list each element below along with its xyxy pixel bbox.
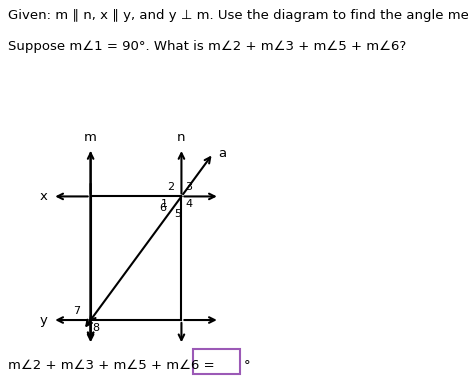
Text: m: m — [84, 131, 97, 144]
Text: Suppose m∠1 = 90°. What is m∠2 + m∠3 + m∠5 + m∠6?: Suppose m∠1 = 90°. What is m∠2 + m∠3 + m… — [8, 40, 406, 53]
Text: 4: 4 — [185, 199, 192, 209]
Text: n: n — [177, 131, 186, 144]
FancyBboxPatch shape — [193, 349, 241, 374]
Text: 3: 3 — [185, 182, 192, 192]
Text: °: ° — [243, 359, 250, 372]
Text: 7: 7 — [73, 306, 80, 316]
Text: a: a — [218, 147, 226, 159]
Text: 2: 2 — [167, 182, 175, 192]
Text: 6: 6 — [159, 203, 166, 213]
Text: x: x — [40, 190, 48, 203]
Text: m∠2 + m∠3 + m∠5 + m∠6 =: m∠2 + m∠3 + m∠5 + m∠6 = — [8, 359, 214, 372]
Text: 8: 8 — [93, 322, 100, 333]
Text: 5: 5 — [175, 209, 182, 219]
Text: Given: m ∥ n, x ∥ y, and y ⊥ m. Use the diagram to find the angle measure.: Given: m ∥ n, x ∥ y, and y ⊥ m. Use the … — [8, 9, 468, 22]
Text: y: y — [40, 314, 48, 326]
Text: 1: 1 — [161, 199, 168, 209]
